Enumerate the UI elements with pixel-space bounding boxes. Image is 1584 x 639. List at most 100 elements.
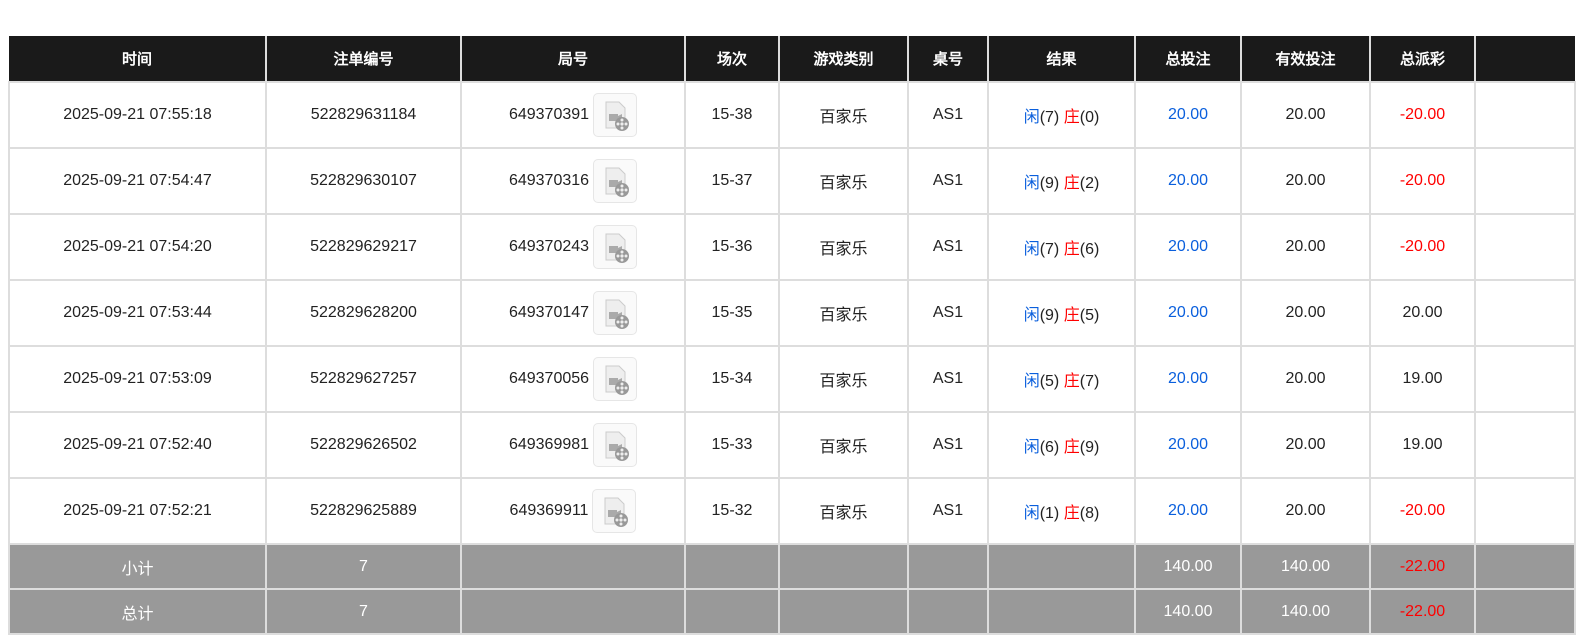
table-row: 2025-09-21 07:52:40 522829626502 6493699… xyxy=(8,411,1576,479)
table-row: 2025-09-21 07:54:47 522829630107 6493703… xyxy=(8,147,1576,215)
game-type: 百家乐 xyxy=(778,345,909,413)
banker-label: 庄 xyxy=(1063,439,1080,456)
bet-id: 522829630107 xyxy=(265,147,462,215)
table-row: 2025-09-21 07:52:21 522829625889 6493699… xyxy=(8,477,1576,545)
header-session: 场次 xyxy=(684,36,779,82)
round-cell: 649370147 xyxy=(460,279,686,347)
summary-valid-bet: 140.00 xyxy=(1240,588,1371,635)
total-bet: 20.00 xyxy=(1134,147,1242,215)
round-id: 649370391 xyxy=(508,106,590,124)
video-replay-icon[interactable] xyxy=(593,93,638,137)
banker-label: 庄 xyxy=(1063,241,1080,258)
round-cell: 649370391 xyxy=(460,81,686,149)
table-header: 时间 注单编号 局号 场次 游戏类别 桌号 结果 总投注 有效投注 总派彩 xyxy=(9,36,1575,82)
valid-bet: 20.00 xyxy=(1240,213,1371,281)
header-round: 局号 xyxy=(460,36,685,82)
time: 2025-09-21 07:54:20 xyxy=(8,213,267,281)
empty-cell xyxy=(1474,477,1576,545)
result: 闲(9) 庄(5) xyxy=(987,279,1136,347)
valid-bet: 20.00 xyxy=(1240,477,1371,545)
time: 2025-09-21 07:53:44 xyxy=(8,279,267,347)
empty-cell xyxy=(460,588,686,635)
video-replay-icon[interactable] xyxy=(593,291,638,335)
round-cell: 649370243 xyxy=(460,213,686,281)
payout: 19.00 xyxy=(1369,345,1476,413)
empty-cell xyxy=(1474,543,1576,590)
time: 2025-09-21 07:52:21 xyxy=(8,477,267,545)
player-points: (9) xyxy=(1039,307,1060,324)
empty-cell xyxy=(684,543,780,590)
summary-payout: -22.00 xyxy=(1369,543,1476,590)
round-cell: 649370316 xyxy=(460,147,686,215)
bet-records-table: 时间 注单编号 局号 场次 游戏类别 桌号 结果 总投注 有效投注 总派彩 2025-09-21 … xyxy=(8,36,1576,635)
video-replay-icon[interactable] xyxy=(593,159,638,203)
valid-bet: 20.00 xyxy=(1240,411,1371,479)
time: 2025-09-21 07:54:47 xyxy=(8,147,267,215)
empty-cell xyxy=(987,588,1136,635)
banker-label: 庄 xyxy=(1063,373,1080,390)
empty-cell xyxy=(907,588,989,635)
banker-label: 庄 xyxy=(1063,175,1080,192)
table-no: AS1 xyxy=(907,345,989,413)
player-label: 闲 xyxy=(1023,439,1040,456)
game-type: 百家乐 xyxy=(778,147,909,215)
summary-label: 小计 xyxy=(8,543,267,590)
result: 闲(6) 庄(9) xyxy=(987,411,1136,479)
summary-total-bet: 140.00 xyxy=(1134,543,1242,590)
round-cell: 649369981 xyxy=(460,411,686,479)
player-points: (6) xyxy=(1039,439,1060,456)
round-id: 649369911 xyxy=(509,502,589,520)
player-label: 闲 xyxy=(1023,175,1040,192)
summary-total-bet: 140.00 xyxy=(1134,588,1242,635)
valid-bet: 20.00 xyxy=(1240,147,1371,215)
video-replay-icon[interactable] xyxy=(593,423,638,467)
total-bet: 20.00 xyxy=(1134,213,1242,281)
empty-cell xyxy=(987,543,1136,590)
empty-cell xyxy=(1474,147,1576,215)
summary-valid-bet: 140.00 xyxy=(1240,543,1371,590)
player-label: 闲 xyxy=(1023,307,1040,324)
empty-cell xyxy=(1474,588,1576,635)
banker-points: (9) xyxy=(1079,439,1100,456)
table-no: AS1 xyxy=(907,477,989,545)
empty-cell xyxy=(1474,411,1576,479)
empty-cell xyxy=(1474,279,1576,347)
video-replay-icon[interactable] xyxy=(592,489,637,533)
empty-cell xyxy=(684,588,780,635)
header-valid-bet: 有效投注 xyxy=(1240,36,1370,82)
total-bet: 20.00 xyxy=(1134,411,1242,479)
session: 15-38 xyxy=(684,81,780,149)
round-id: 649370243 xyxy=(508,238,590,256)
video-replay-icon[interactable] xyxy=(593,357,638,401)
time: 2025-09-21 07:55:18 xyxy=(8,81,267,149)
table-row: 2025-09-21 07:53:09 522829627257 6493700… xyxy=(8,345,1576,413)
total-bet: 20.00 xyxy=(1134,279,1242,347)
round-id: 649370147 xyxy=(508,304,590,322)
round-id: 649369981 xyxy=(508,436,590,454)
result: 闲(5) 庄(7) xyxy=(987,345,1136,413)
player-label: 闲 xyxy=(1023,373,1040,390)
bet-id: 522829626502 xyxy=(265,411,462,479)
empty-cell xyxy=(778,543,909,590)
total-row: 总计 7 140.00 140.00 -22.00 xyxy=(8,588,1576,635)
header-total-bet: 总投注 xyxy=(1134,36,1241,82)
table-no: AS1 xyxy=(907,81,989,149)
session: 15-32 xyxy=(684,477,780,545)
player-label: 闲 xyxy=(1023,505,1040,522)
table-no: AS1 xyxy=(907,411,989,479)
player-label: 闲 xyxy=(1023,241,1040,258)
table-no: AS1 xyxy=(907,213,989,281)
bet-id: 522829627257 xyxy=(265,345,462,413)
video-replay-icon[interactable] xyxy=(593,225,638,269)
table-row: 2025-09-21 07:54:20 522829629217 6493702… xyxy=(8,213,1576,281)
header-extra xyxy=(1474,36,1575,82)
empty-cell xyxy=(1474,213,1576,281)
session: 15-37 xyxy=(684,147,780,215)
table-no: AS1 xyxy=(907,279,989,347)
player-points: (1) xyxy=(1039,505,1060,522)
payout: -20.00 xyxy=(1369,147,1476,215)
session: 15-36 xyxy=(684,213,780,281)
bet-id: 522829628200 xyxy=(265,279,462,347)
banker-points: (8) xyxy=(1079,505,1100,522)
banker-points: (0) xyxy=(1079,109,1100,126)
